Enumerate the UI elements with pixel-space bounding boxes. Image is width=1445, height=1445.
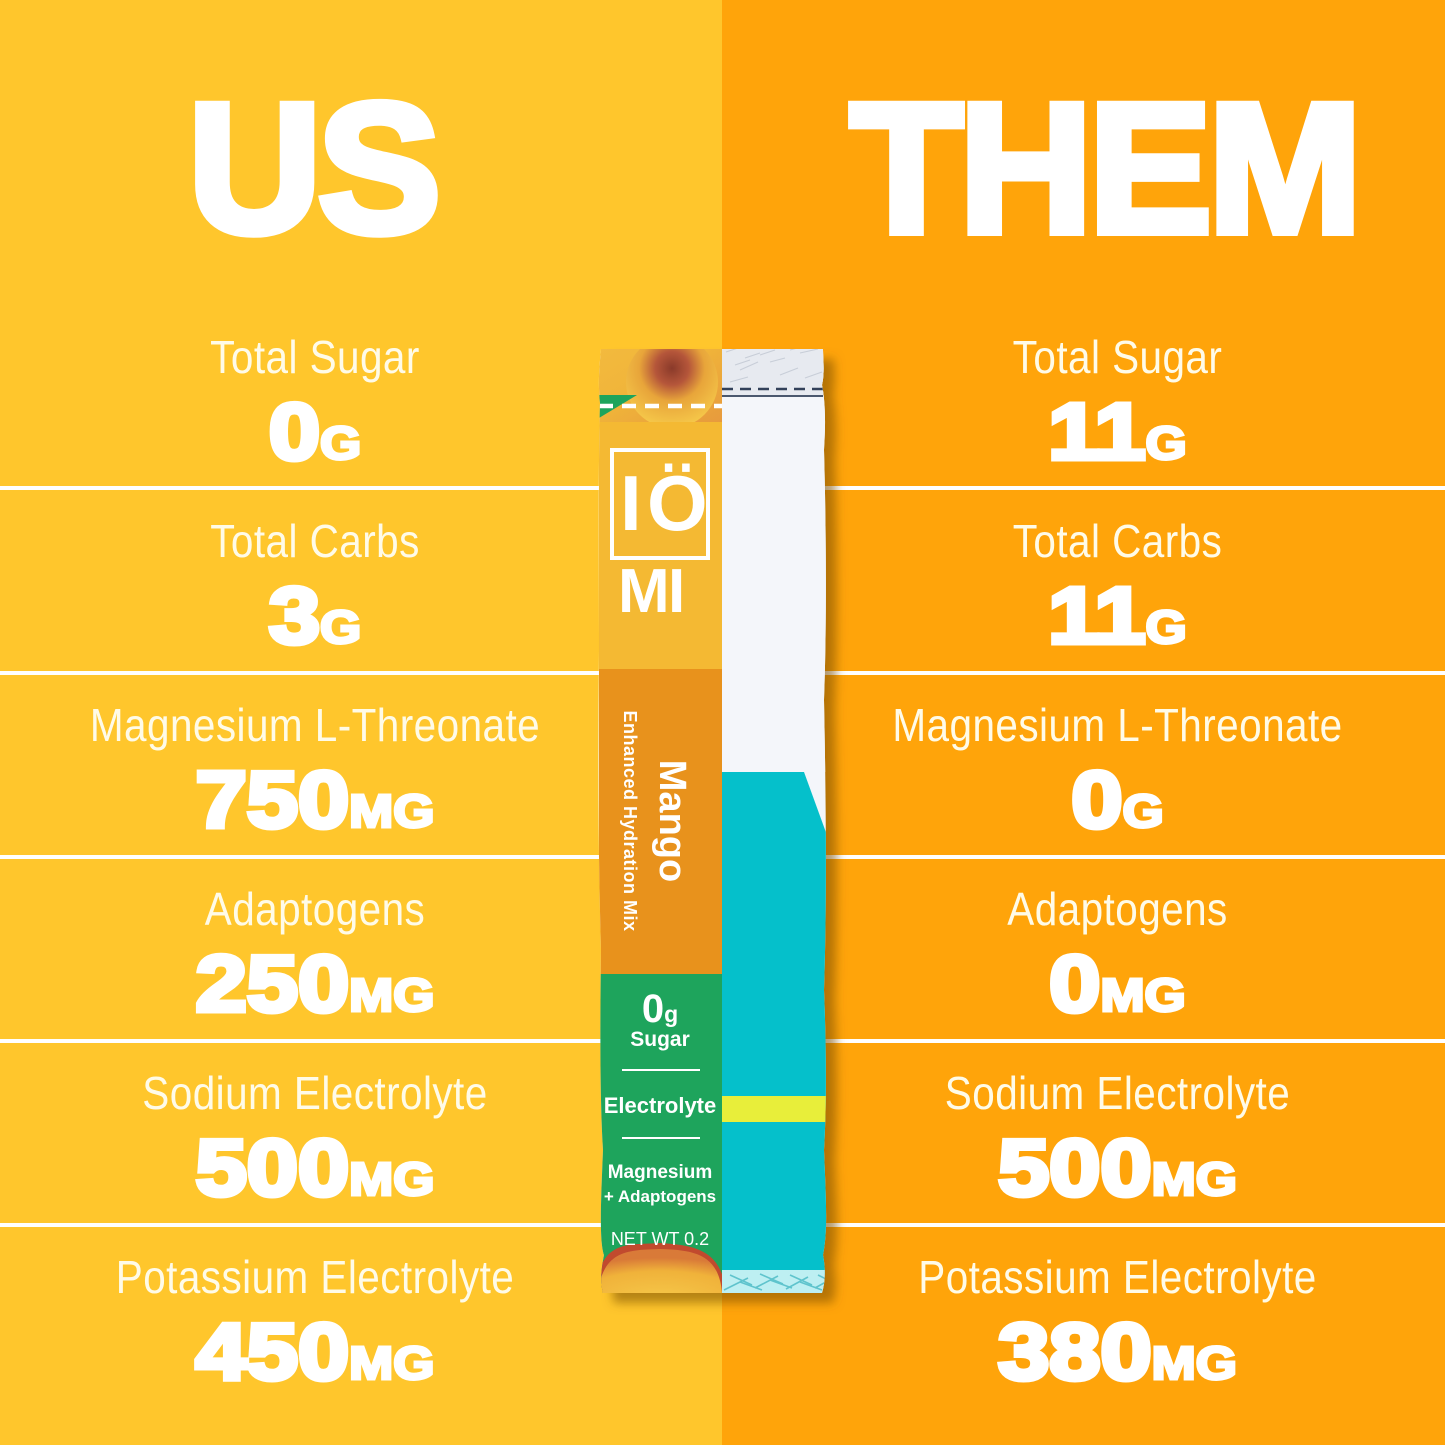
svg-text:Enhanced Hydration Mix: Enhanced Hydration Mix — [620, 710, 640, 931]
svg-text:Magnesium: Magnesium — [608, 1162, 713, 1183]
svg-text:Mango: Mango — [651, 760, 693, 882]
svg-text:I: I — [620, 459, 642, 547]
svg-text:Ö: Ö — [647, 459, 708, 547]
svg-text:+ Adaptogens: + Adaptogens — [604, 1187, 716, 1206]
svg-text:M: M — [618, 557, 670, 626]
svg-text:NET WT 0.2: NET WT 0.2 — [611, 1229, 709, 1249]
svg-text:Sugar: Sugar — [630, 1028, 690, 1051]
svg-text:I: I — [668, 557, 685, 626]
svg-text:Electrolyte: Electrolyte — [604, 1093, 717, 1118]
